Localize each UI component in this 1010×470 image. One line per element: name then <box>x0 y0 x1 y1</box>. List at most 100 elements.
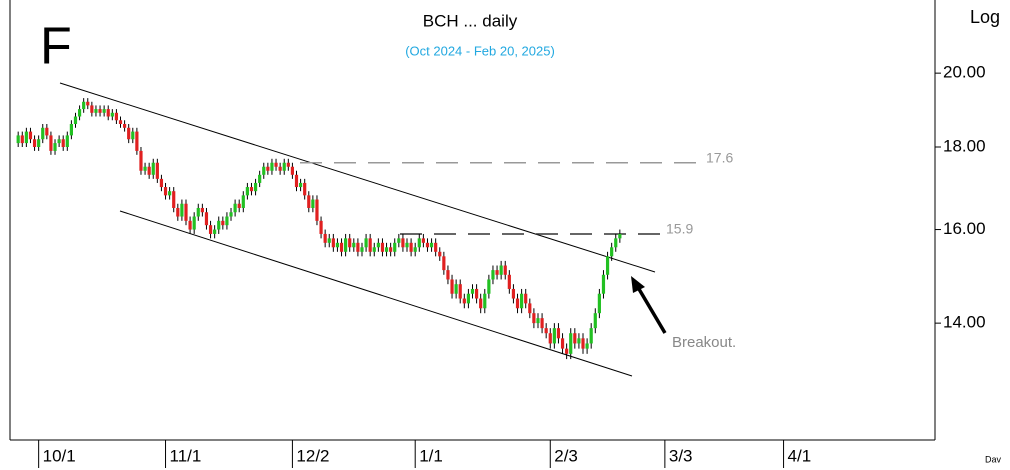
candle-body <box>491 270 495 280</box>
candle-body <box>601 274 606 294</box>
candle-body <box>69 124 73 136</box>
candle-body <box>397 238 401 243</box>
candle-body <box>450 279 454 294</box>
candle-body <box>511 288 516 299</box>
candle-body <box>470 288 475 294</box>
candle-body <box>614 238 618 248</box>
candle-body <box>618 233 622 239</box>
candle-body <box>294 174 299 188</box>
candle-body <box>405 242 409 248</box>
candle-body <box>565 348 569 354</box>
candle-body <box>180 203 184 217</box>
candle-body <box>348 238 352 248</box>
candle-body <box>515 298 520 309</box>
candle-body <box>323 233 327 243</box>
candle-body <box>49 135 53 151</box>
level-label: 15.9 <box>666 221 693 237</box>
candle-body <box>589 328 593 344</box>
candle-body <box>520 293 524 309</box>
candle-body <box>454 284 458 294</box>
candle-body <box>266 166 270 171</box>
candle-body <box>307 195 311 208</box>
candle-body <box>57 139 61 144</box>
candle-body <box>311 199 315 208</box>
candle-body <box>45 127 49 136</box>
candle-body <box>499 265 503 275</box>
candle-body <box>249 187 254 192</box>
candle-body <box>188 220 192 230</box>
candle-body <box>102 109 106 113</box>
candle-body <box>556 328 561 339</box>
candle-body <box>221 220 225 226</box>
candle-body <box>376 242 380 248</box>
candle-body <box>172 191 176 208</box>
candle-body <box>552 328 556 344</box>
candle-body <box>573 333 577 344</box>
y-tick-label: 14.00 <box>943 313 986 332</box>
candle-body <box>503 265 507 275</box>
chart-subtitle: (Oct 2024 - Feb 20, 2025) <box>405 43 555 58</box>
level-label: 17.6 <box>706 149 733 165</box>
candle-body <box>24 131 28 144</box>
candle-body <box>213 229 217 234</box>
arrow-head <box>631 276 645 293</box>
candle-body <box>339 242 344 252</box>
candle-body <box>208 225 213 234</box>
candle-body <box>458 284 462 299</box>
candle-body <box>417 238 421 248</box>
candle-body <box>262 166 266 175</box>
x-tick-label: 3/3 <box>669 446 693 465</box>
candle-body <box>229 212 233 217</box>
candle-body <box>315 199 319 221</box>
y-tick-label: 18.00 <box>943 136 986 155</box>
candle-body <box>258 174 262 183</box>
candle-body <box>131 131 135 140</box>
candle-body <box>446 270 450 280</box>
y-tick-label: 20.00 <box>943 63 986 82</box>
arrow-shaft <box>634 283 667 334</box>
x-tick-label: 2/3 <box>554 446 578 465</box>
panel-label: F <box>40 18 72 76</box>
candle-body <box>524 293 528 304</box>
candle-body <box>118 120 123 125</box>
candle-body <box>37 139 41 147</box>
candle-body <box>548 333 552 344</box>
candle-body <box>487 279 491 294</box>
candle-body <box>540 318 544 329</box>
x-tick-label: 11/1 <box>170 446 202 465</box>
candle-body <box>331 238 335 248</box>
candle-body <box>389 247 393 252</box>
candle-body <box>270 162 274 171</box>
candle-body <box>421 238 425 243</box>
candle-body <box>204 212 209 226</box>
candle-body <box>610 247 614 257</box>
candle-body <box>298 182 303 188</box>
candle-body <box>319 220 323 234</box>
candle-body <box>86 101 90 106</box>
candle-body <box>53 143 57 151</box>
y-axis-label: Log <box>970 7 1000 27</box>
candle-body <box>163 187 168 196</box>
candle-body <box>65 135 69 147</box>
candle-body <box>94 109 98 113</box>
candle-body <box>344 238 348 252</box>
candle-body <box>106 109 110 117</box>
candle-body <box>127 127 131 140</box>
candle-body <box>286 162 290 167</box>
candle-body <box>479 298 483 309</box>
candle-body <box>237 203 241 208</box>
candle-body <box>413 247 417 252</box>
annotation: Breakout. <box>672 334 736 351</box>
y-tick-label: 16.00 <box>943 219 986 238</box>
candle-body <box>90 105 94 113</box>
candle-body <box>327 238 331 243</box>
candle-body <box>401 238 405 248</box>
candle-body <box>143 166 147 171</box>
upper-trendline <box>59 82 656 273</box>
candle-body <box>466 293 471 304</box>
candle-body <box>253 182 258 192</box>
candle-body <box>585 343 589 349</box>
candle-body <box>225 216 229 226</box>
